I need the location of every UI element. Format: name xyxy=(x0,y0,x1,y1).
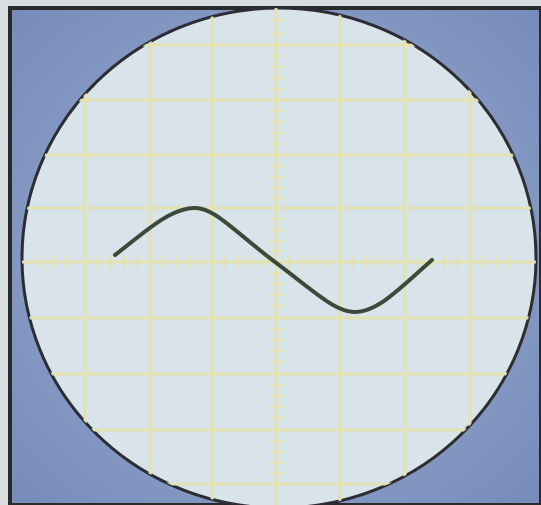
oscilloscope xyxy=(0,0,541,505)
page xyxy=(0,0,541,505)
